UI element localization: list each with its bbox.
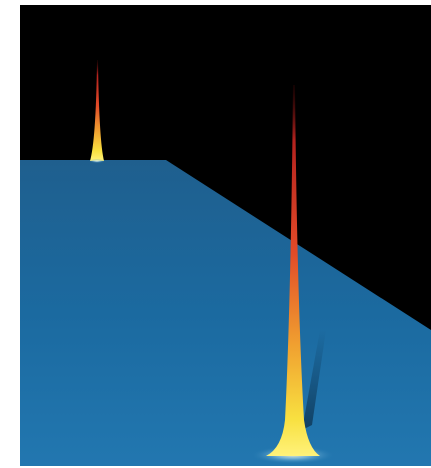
near-spike <box>266 85 320 456</box>
spike-shadow <box>302 330 326 430</box>
far-spike <box>90 60 104 161</box>
plane <box>20 160 431 466</box>
far-spike-base <box>89 159 105 163</box>
